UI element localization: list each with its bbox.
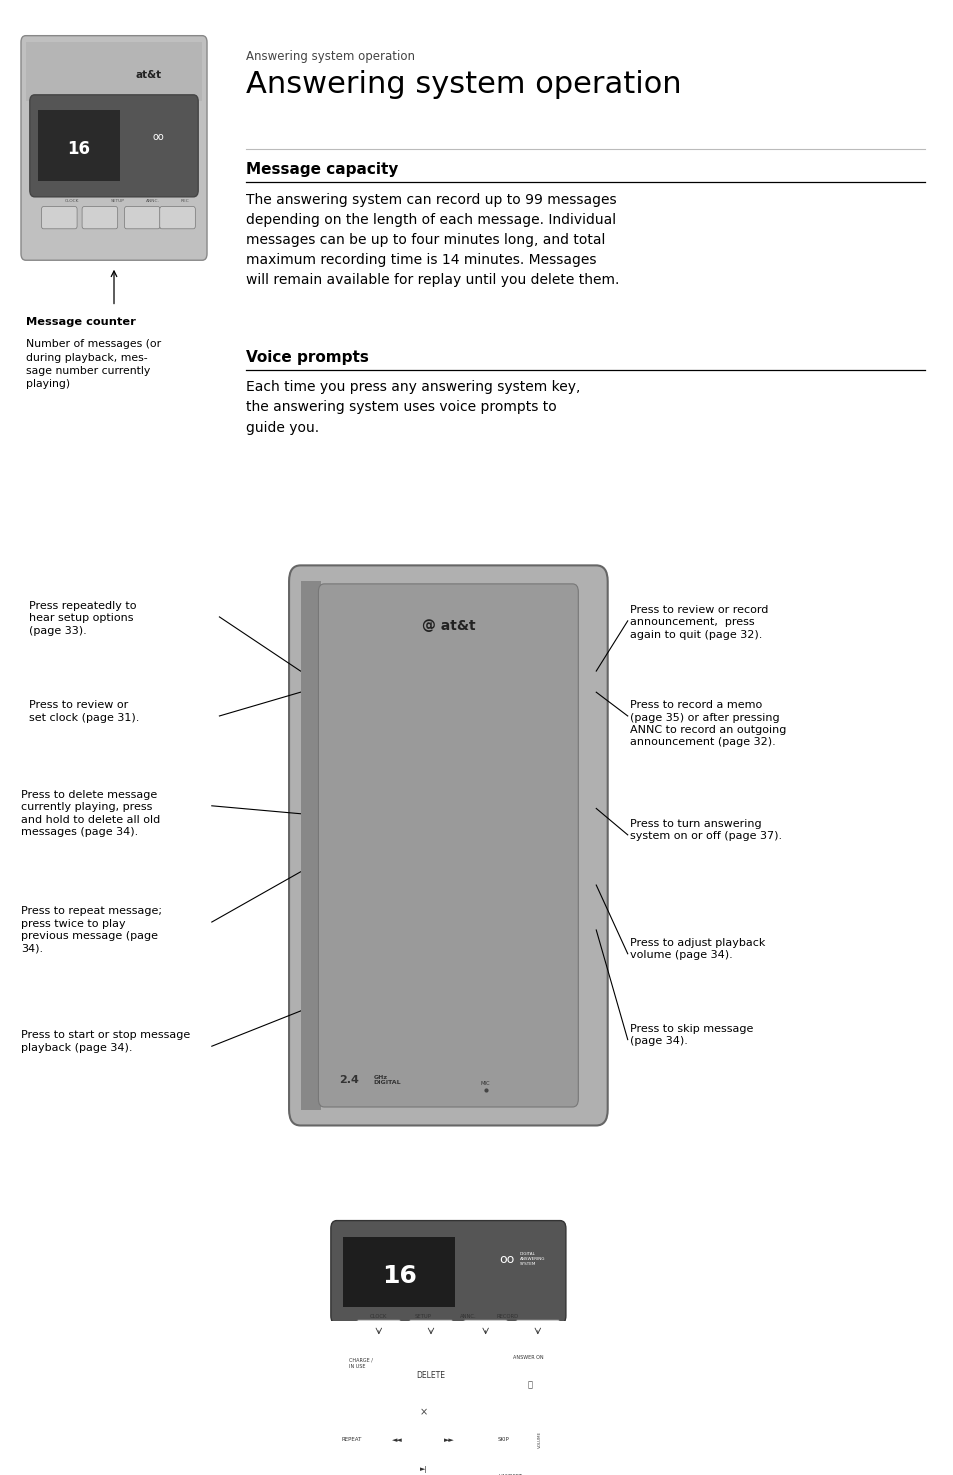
Text: Press to adjust playback
volume (page 34).: Press to adjust playback volume (page 34… [629,938,764,960]
Text: Press to review or
set clock (page 31).: Press to review or set clock (page 31). [29,701,139,723]
Text: Answering system operation: Answering system operation [246,50,415,63]
Text: ANSWER ON: ANSWER ON [512,1356,542,1360]
Text: Voice prompts: Voice prompts [246,350,369,364]
Text: MIC: MIC [480,1081,490,1086]
Text: oo: oo [498,1252,514,1266]
FancyBboxPatch shape [82,207,117,229]
Text: Press to skip message
(page 34).: Press to skip message (page 34). [629,1024,752,1046]
Text: Press to delete message
currently playing, press
and hold to delete all old
mess: Press to delete message currently playin… [21,791,160,838]
Text: ANNC.: ANNC. [459,1314,476,1320]
FancyBboxPatch shape [343,1238,455,1307]
Text: Press to turn answering
system on or off (page 37).: Press to turn answering system on or off… [629,819,781,841]
Text: ►►: ►► [444,1437,455,1443]
Text: RECORD: RECORD [497,1314,518,1320]
FancyBboxPatch shape [462,1320,508,1348]
Text: The answering system can record up to 99 messages
depending on the length of eac: The answering system can record up to 99… [246,193,618,288]
Text: 30: 30 [468,1273,485,1288]
FancyBboxPatch shape [42,207,77,229]
Text: ⏻: ⏻ [527,1381,533,1389]
Text: Press to start or stop message
playback (page 34).: Press to start or stop message playback … [21,1031,190,1053]
FancyBboxPatch shape [38,111,120,181]
Text: DIGITAL
ANSWERING
SYSTEM: DIGITAL ANSWERING SYSTEM [519,1252,545,1266]
Circle shape [411,1423,436,1457]
Text: Press to record a memo
(page 35) or after pressing
ANNC to record an outgoing
an: Press to record a memo (page 35) or afte… [629,701,785,748]
Text: @ at&t: @ at&t [421,620,475,633]
Text: SKIP: SKIP [497,1437,510,1443]
Text: at&t: at&t [135,69,161,80]
Text: oo: oo [152,131,164,142]
Text: CLOCK: CLOCK [370,1314,387,1320]
Text: Number of messages (or
during playback, mes-
sage number currently
playing): Number of messages (or during playback, … [26,339,161,389]
Circle shape [397,1404,449,1475]
Text: SETUP: SETUP [415,1314,432,1320]
FancyBboxPatch shape [345,1364,370,1375]
Text: REPEAT: REPEAT [341,1437,361,1443]
Text: 16: 16 [68,140,91,158]
Text: VOLUME: VOLUME [537,1431,541,1448]
Text: Press repeatedly to
hear setup options
(page 33).: Press repeatedly to hear setup options (… [29,600,136,636]
FancyBboxPatch shape [408,1320,454,1348]
Text: Each time you press any answering system key,
the answering system uses voice pr: Each time you press any answering system… [246,381,579,435]
FancyBboxPatch shape [30,94,198,196]
Text: DELETE: DELETE [416,1372,445,1381]
Text: Answering system operation: Answering system operation [246,69,681,99]
Circle shape [382,1384,464,1475]
Text: SETUP: SETUP [111,199,124,202]
Text: Press to review or record
announcement,  press
again to quit (page 32).: Press to review or record announcement, … [629,605,767,640]
Text: Message counter: Message counter [26,317,135,327]
Circle shape [387,1389,459,1475]
FancyBboxPatch shape [515,1320,560,1348]
FancyBboxPatch shape [530,1401,550,1475]
FancyBboxPatch shape [331,1221,565,1323]
Text: Press to repeat message;
press twice to play
previous message (page
34).: Press to repeat message; press twice to … [21,906,162,953]
Text: ANNC.: ANNC. [146,199,159,202]
Circle shape [518,1369,541,1400]
FancyBboxPatch shape [318,584,578,1108]
FancyBboxPatch shape [289,565,607,1125]
FancyBboxPatch shape [21,35,207,260]
FancyBboxPatch shape [300,581,321,1109]
Text: ►|: ►| [419,1466,427,1474]
FancyBboxPatch shape [124,207,160,229]
Text: Message capacity: Message capacity [246,162,398,177]
Text: ×: × [419,1407,427,1417]
Text: 2.4: 2.4 [338,1075,358,1086]
Text: 16: 16 [381,1264,416,1288]
FancyBboxPatch shape [26,43,202,102]
Text: REC: REC [181,199,190,202]
FancyBboxPatch shape [159,207,195,229]
Text: ◄◄: ◄◄ [392,1437,402,1443]
Text: GHz
DIGITAL: GHz DIGITAL [374,1075,401,1086]
FancyBboxPatch shape [355,1320,401,1348]
Text: CHARGE /
IN USE: CHARGE / IN USE [349,1358,373,1369]
Text: CLOCK: CLOCK [65,199,79,202]
